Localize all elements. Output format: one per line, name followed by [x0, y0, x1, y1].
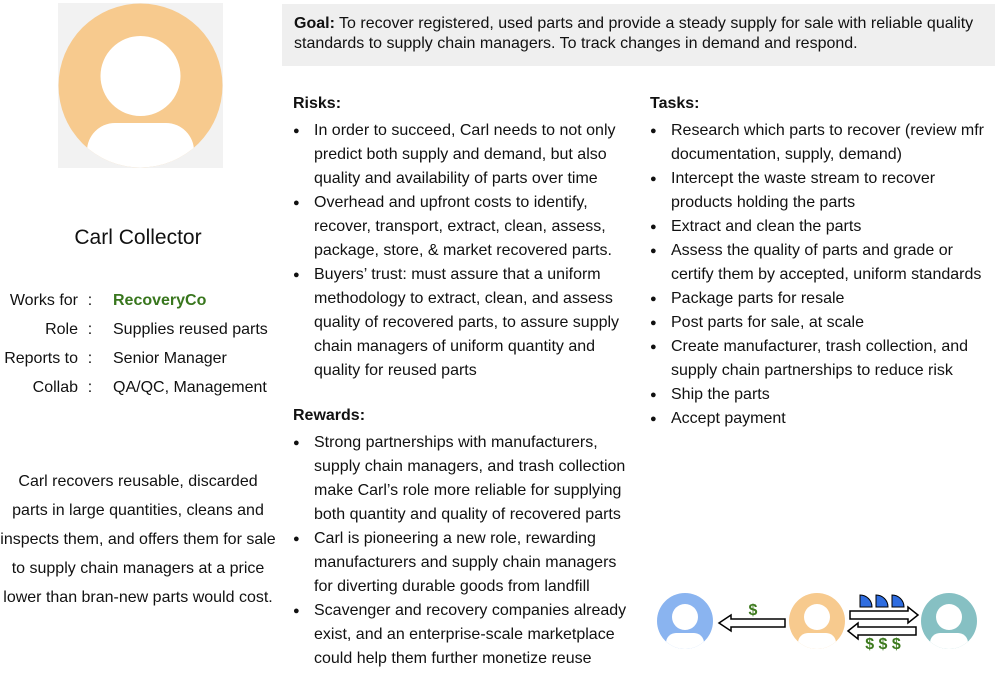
persona-name: Carl Collector — [74, 226, 202, 249]
detail-row: Works for: RecoveryCo — [0, 289, 290, 313]
tasks-heading: Tasks: — [650, 95, 700, 112]
detail-row: Collab: QA/QC, Management — [0, 376, 290, 400]
detail-key: Role — [45, 321, 78, 338]
list-item: Research which parts to recover (review … — [650, 119, 995, 167]
list-item: Assess the quality of parts and grade or… — [650, 239, 995, 287]
list-item: Overhead and upfront costs to identify, … — [293, 191, 638, 263]
tasks-list: Research which parts to recover (review … — [650, 119, 995, 431]
list-item: Scavenger and recovery companies already… — [293, 599, 638, 671]
detail-separator: : — [87, 379, 93, 396]
detail-key: Reports to — [4, 350, 78, 367]
arrow-left-icon — [717, 613, 786, 633]
detail-value: Supplies reused parts — [113, 321, 268, 338]
detail-key: Collab — [32, 379, 78, 396]
rewards-heading: Rewards: — [293, 407, 366, 424]
rewards-list: Strong partnerships with manufacturers, … — [293, 431, 638, 671]
detail-separator: : — [87, 350, 93, 367]
list-item: Carl is pioneering a new role, rewarding… — [293, 527, 638, 599]
arrow-left-icon — [846, 621, 917, 641]
persona-avatar — [58, 3, 223, 168]
list-item: Strong partnerships with manufacturers, … — [293, 431, 638, 527]
payment-label: $ $ $ — [865, 636, 901, 653]
supplier-avatar-icon — [921, 593, 977, 649]
detail-value: Senior Manager — [113, 350, 227, 367]
risks-heading: Risks: — [293, 95, 342, 112]
list-item: Package parts for resale — [650, 287, 995, 311]
risks-list: In order to succeed, Carl needs to not o… — [293, 119, 638, 383]
detail-separator: : — [87, 292, 93, 309]
collector-avatar-icon — [789, 593, 845, 649]
list-item: In order to succeed, Carl needs to not o… — [293, 119, 638, 191]
payment-label: $ — [749, 602, 758, 619]
persona-bio: Carl recovers reusable, discarded parts … — [0, 473, 276, 606]
list-item: Create manufacturer, trash collection, a… — [650, 335, 995, 383]
goal-banner: Goal: To recover registered, used parts … — [282, 4, 995, 66]
detail-separator: : — [87, 321, 93, 338]
list-item: Extract and clean the parts — [650, 215, 995, 239]
list-item: Buyers’ trust: must assure that a unifor… — [293, 263, 638, 383]
parts-icon — [859, 594, 905, 608]
goal-label: Goal: — [294, 15, 335, 32]
list-item: Intercept the waste stream to recover pr… — [650, 167, 995, 215]
value-flow-diagram: $ $ $ $ — [657, 593, 977, 653]
buyer-avatar-icon — [657, 593, 713, 649]
detail-value: QA/QC, Management — [113, 379, 267, 396]
detail-row: Reports to: Senior Manager — [0, 347, 290, 371]
detail-row: Role: Supplies reused parts — [0, 318, 290, 342]
list-item: Accept payment — [650, 407, 995, 431]
detail-key: Works for — [9, 292, 78, 309]
list-item: Post parts for sale, at scale — [650, 311, 995, 335]
avatar-icon — [58, 3, 223, 168]
arrow-right-icon — [849, 605, 920, 625]
detail-value: RecoveryCo — [113, 292, 207, 309]
goal-text: To recover registered, used parts and pr… — [294, 15, 974, 52]
list-item: Ship the parts — [650, 383, 995, 407]
